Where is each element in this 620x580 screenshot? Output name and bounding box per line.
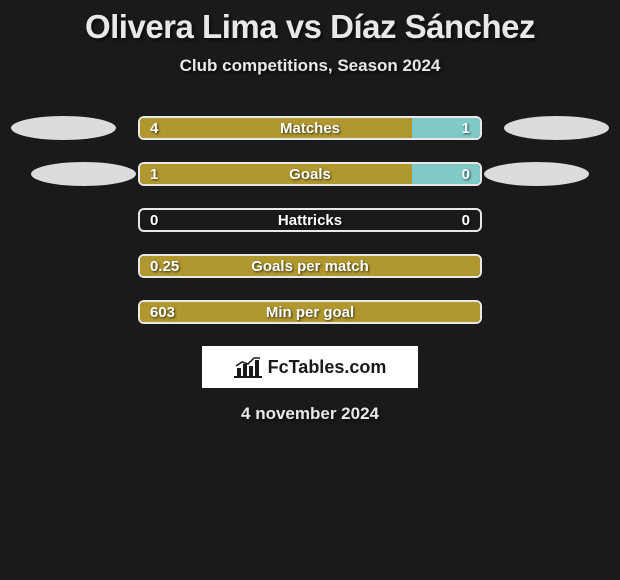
brand-text: FcTables.com (268, 357, 387, 378)
bar-fill-left (140, 118, 412, 138)
team-oval-left (31, 162, 136, 186)
team-oval-right (504, 116, 609, 140)
team-oval-right (484, 162, 589, 186)
subtitle: Club competitions, Season 2024 (0, 56, 620, 76)
page-title: Olivera Lima vs Díaz Sánchez (0, 8, 620, 46)
stat-row: 603Min per goal (0, 300, 620, 324)
stats-rows: 4Matches1 1Goals0 0 Hattricks 0 0.25Goals per… (0, 116, 620, 324)
bar-fill-right (412, 118, 480, 138)
stat-value-right: 0 (462, 212, 470, 229)
stat-bar: 0.25Goals per match (138, 254, 482, 278)
stat-bar: 0 Hattricks 0 (138, 208, 482, 232)
oval-spacer (504, 300, 609, 324)
stat-row: 0.25Goals per match (0, 254, 620, 278)
bar-fill-right (412, 164, 480, 184)
team-oval-left (11, 116, 116, 140)
oval-spacer (11, 300, 116, 324)
oval-spacer (11, 254, 116, 278)
stat-row: 1Goals0 (0, 162, 620, 186)
oval-spacer (11, 208, 116, 232)
stat-label: Hattricks (278, 212, 342, 229)
stat-value-left: 0 (150, 212, 158, 229)
stat-row: 4Matches1 (0, 116, 620, 140)
chart-icon (234, 356, 262, 378)
bar-fill-left (140, 256, 480, 276)
bar-text-layer: 0 Hattricks 0 (140, 210, 480, 230)
stat-bar: 4Matches1 (138, 116, 482, 140)
stat-bar: 603Min per goal (138, 300, 482, 324)
branding-box: FcTables.com (202, 346, 418, 388)
stat-row: 0 Hattricks 0 (0, 208, 620, 232)
bar-fill-left (140, 164, 412, 184)
bar-fill-left (140, 302, 480, 322)
comparison-container: Olivera Lima vs Díaz Sánchez Club compet… (0, 0, 620, 424)
stat-bar: 1Goals0 (138, 162, 482, 186)
date-line: 4 november 2024 (0, 404, 620, 424)
oval-spacer (504, 208, 609, 232)
oval-spacer (504, 254, 609, 278)
